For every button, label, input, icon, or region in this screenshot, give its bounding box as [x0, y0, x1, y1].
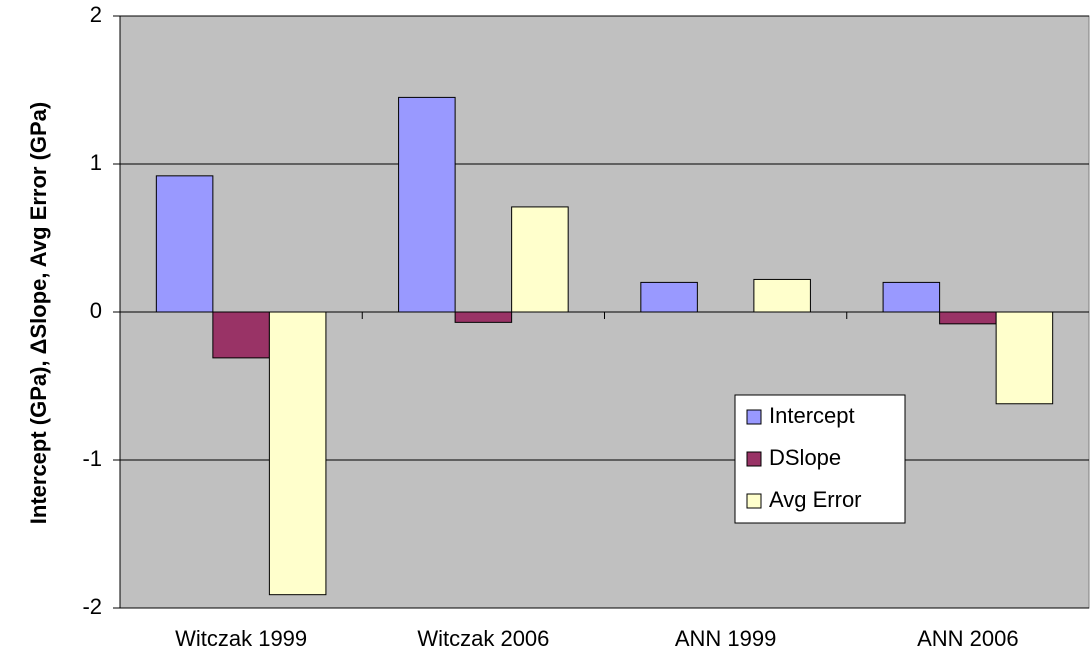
y-tick-label: 2 — [90, 2, 102, 27]
bar — [398, 96, 456, 313]
x-tick-label: Witczak 1999 — [175, 626, 307, 651]
y-tick-label: -2 — [82, 594, 102, 619]
legend-swatch — [746, 409, 762, 425]
legend-label: Avg Error — [769, 487, 862, 512]
legend-swatch — [746, 493, 762, 509]
bar — [640, 281, 698, 313]
legend-swatch — [746, 451, 762, 467]
x-tick-label: ANN 2006 — [917, 626, 1019, 651]
bar — [155, 175, 214, 313]
bar — [212, 311, 270, 359]
bar — [995, 311, 1054, 405]
y-tick-label: -1 — [82, 446, 102, 471]
bar — [882, 281, 941, 313]
x-tick-label: ANN 1999 — [675, 626, 777, 651]
y-tick-label: 0 — [90, 298, 102, 323]
x-tick-label: Witczak 2006 — [417, 626, 549, 651]
legend-box — [734, 394, 906, 524]
bar — [753, 278, 811, 313]
y-tick-label: 1 — [90, 150, 102, 175]
legend-label: DSlope — [769, 445, 841, 470]
bar — [939, 311, 997, 325]
bar — [454, 311, 513, 323]
bar — [268, 311, 327, 596]
y-axis-title: Intercept (GPa), ΔSlope, Avg Error (GPa) — [26, 102, 51, 524]
legend-label: Intercept — [769, 403, 855, 428]
bar — [511, 206, 569, 313]
